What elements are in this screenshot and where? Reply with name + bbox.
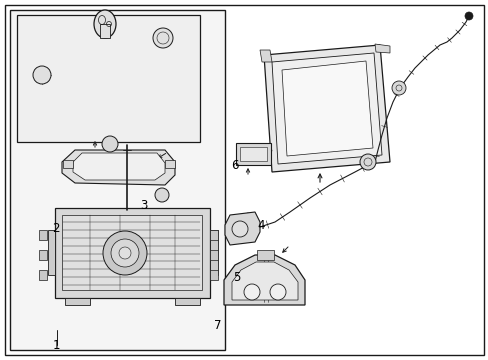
Bar — [39, 250, 47, 260]
Polygon shape — [374, 44, 389, 53]
Bar — [39, 270, 47, 280]
Text: 2: 2 — [52, 222, 60, 235]
Polygon shape — [257, 250, 273, 260]
Bar — [209, 270, 218, 280]
Bar — [39, 230, 47, 240]
Circle shape — [359, 154, 375, 170]
Text: 3: 3 — [140, 199, 148, 212]
Polygon shape — [65, 298, 90, 305]
Circle shape — [111, 239, 139, 267]
Circle shape — [119, 247, 131, 259]
Bar — [17, 15, 200, 142]
Bar — [236, 143, 270, 165]
Circle shape — [103, 231, 147, 275]
Text: 4: 4 — [257, 219, 265, 231]
Polygon shape — [164, 160, 175, 168]
Circle shape — [269, 284, 285, 300]
Circle shape — [244, 284, 260, 300]
Polygon shape — [282, 61, 372, 156]
Text: 1: 1 — [52, 339, 60, 352]
Polygon shape — [175, 298, 200, 305]
Text: 5: 5 — [233, 271, 241, 284]
Polygon shape — [48, 230, 55, 275]
Text: 7: 7 — [213, 319, 221, 332]
Bar — [62, 215, 202, 290]
Circle shape — [155, 188, 169, 202]
Circle shape — [464, 12, 472, 20]
Bar — [55, 208, 209, 298]
Polygon shape — [264, 45, 389, 172]
Circle shape — [102, 136, 118, 152]
Polygon shape — [271, 53, 381, 164]
Circle shape — [33, 66, 51, 84]
Circle shape — [231, 221, 247, 237]
Polygon shape — [224, 212, 260, 245]
Circle shape — [153, 28, 173, 48]
Text: 6: 6 — [230, 159, 238, 172]
Polygon shape — [231, 262, 297, 300]
Polygon shape — [224, 255, 305, 305]
Polygon shape — [260, 150, 271, 160]
Polygon shape — [209, 230, 218, 275]
Bar — [100, 24, 110, 38]
Bar — [10, 10, 224, 350]
Bar — [240, 147, 266, 161]
Bar — [209, 250, 218, 260]
Bar — [209, 230, 218, 240]
Ellipse shape — [94, 10, 116, 38]
Polygon shape — [62, 150, 175, 185]
Polygon shape — [260, 50, 271, 62]
Polygon shape — [63, 160, 73, 168]
Polygon shape — [73, 153, 164, 180]
Circle shape — [391, 81, 405, 95]
